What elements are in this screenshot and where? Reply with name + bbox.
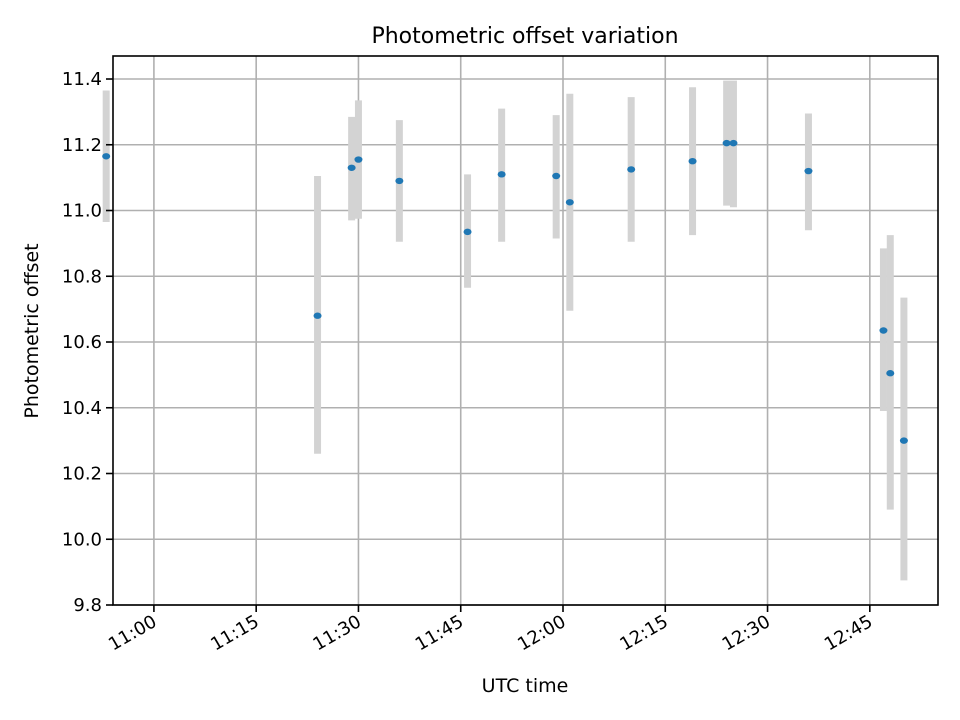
data-point: [879, 327, 888, 334]
chart-title: Photometric offset variation: [371, 24, 678, 49]
data-point: [899, 437, 908, 444]
data-point: [886, 370, 895, 377]
x-tick-label: 12:15: [616, 611, 671, 655]
x-tick-label: 11:00: [105, 611, 160, 655]
y-tick-label: 9.8: [73, 595, 102, 616]
x-axis-ticks: 11:00 11:15 11:30 11:45 12:00 12:15 12:30 12:45: [105, 605, 876, 655]
data-point: [463, 228, 472, 236]
data-points: [102, 139, 908, 444]
y-tick-label: 11.4: [62, 69, 102, 90]
x-tick-label: 12:30: [719, 611, 774, 655]
y-tick-label: 10.8: [62, 266, 102, 287]
y-axis-label: Photometric offset: [21, 243, 43, 418]
plot-frame: [112, 55, 939, 606]
x-tick-label: 11:30: [310, 611, 365, 655]
x-tick-label: 12:00: [514, 611, 569, 655]
data-point: [804, 167, 813, 175]
data-point: [313, 312, 322, 319]
data-point: [722, 139, 731, 147]
y-tick-label: 10.6: [62, 332, 102, 353]
x-tick-label: 12:45: [821, 611, 876, 655]
data-point: [102, 153, 111, 160]
y-tick-label: 11.2: [62, 135, 102, 156]
data-point: [552, 172, 561, 180]
error-bars: [102, 80, 908, 581]
y-axis-ticks: 9.8 10.0 10.2 10.4 10.6 10.8 11.0 11.2 11.4: [62, 69, 113, 616]
y-tick-label: 10.2: [62, 464, 102, 485]
x-tick-label: 11:45: [412, 611, 467, 655]
y-tick-label: 10.4: [62, 398, 102, 419]
data-point: [565, 199, 574, 206]
data-point: [354, 156, 363, 163]
x-tick-label: 11:15: [207, 611, 262, 655]
data-point: [688, 157, 697, 165]
y-tick-label: 11.0: [62, 201, 102, 222]
y-tick-label: 10.0: [62, 529, 102, 550]
data-point: [627, 166, 636, 173]
data-point: [729, 139, 738, 147]
data-point: [347, 164, 356, 171]
data-point: [395, 177, 404, 185]
x-axis-label: UTC time: [482, 675, 569, 697]
data-point: [497, 171, 506, 178]
grid-lines: [113, 56, 938, 606]
